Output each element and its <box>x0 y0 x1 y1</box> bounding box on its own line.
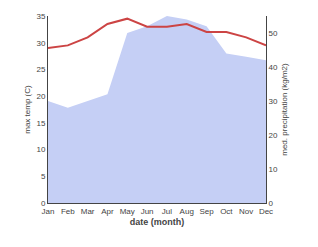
svg-text:0: 0 <box>41 199 46 208</box>
svg-text:Aug: Aug <box>180 207 194 216</box>
svg-text:med. precipitation (kg/m2): med. precipitation (kg/m2) <box>280 63 289 156</box>
svg-text:Dec: Dec <box>259 207 273 216</box>
svg-text:40: 40 <box>269 63 278 72</box>
svg-text:Jun: Jun <box>141 207 154 216</box>
svg-text:30: 30 <box>36 39 45 48</box>
svg-text:50: 50 <box>269 29 278 38</box>
svg-text:May: May <box>120 207 135 216</box>
svg-text:5: 5 <box>41 172 46 181</box>
svg-text:Apr: Apr <box>101 207 114 216</box>
svg-text:25: 25 <box>36 65 45 74</box>
svg-text:Jan: Jan <box>42 207 55 216</box>
svg-text:30: 30 <box>269 97 278 106</box>
svg-text:Nov: Nov <box>239 207 253 216</box>
svg-text:Mar: Mar <box>81 207 95 216</box>
svg-text:20: 20 <box>36 92 45 101</box>
svg-text:Oct: Oct <box>220 207 233 216</box>
svg-text:Sep: Sep <box>199 207 214 216</box>
svg-text:0: 0 <box>269 199 274 208</box>
svg-text:date (month): date (month) <box>130 217 185 227</box>
svg-text:Jul: Jul <box>162 207 172 216</box>
svg-text:Feb: Feb <box>61 207 75 216</box>
svg-text:10: 10 <box>269 165 278 174</box>
svg-text:max temp (C): max temp (C) <box>23 85 32 134</box>
svg-text:35: 35 <box>36 12 45 21</box>
svg-text:10: 10 <box>36 145 45 154</box>
svg-text:15: 15 <box>36 119 45 128</box>
svg-text:20: 20 <box>269 131 278 140</box>
